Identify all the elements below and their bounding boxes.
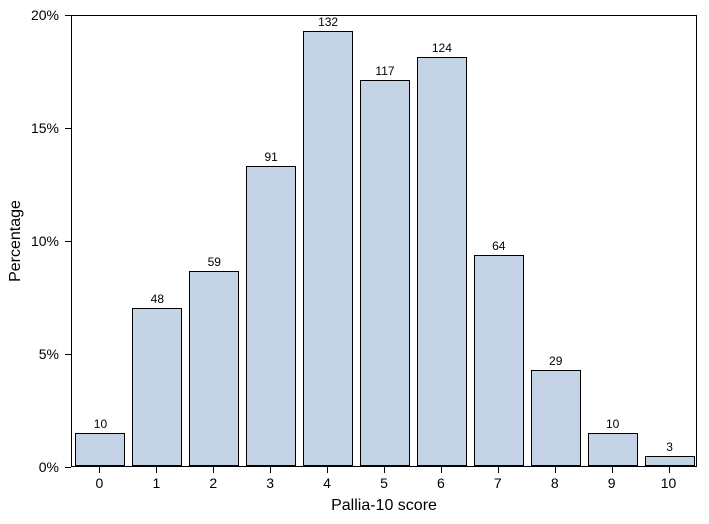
bar: 10	[75, 433, 125, 466]
bar-count-label: 59	[190, 255, 238, 269]
ytick-label: 5%	[0, 346, 59, 362]
x-axis-title: Pallia-10 score	[331, 497, 437, 515]
ytick-mark	[65, 15, 71, 16]
bar: 29	[531, 370, 581, 466]
plot-area: 104859911321171246429103	[71, 15, 697, 467]
bar-count-label: 29	[532, 354, 580, 368]
xtick-label: 1	[152, 475, 160, 491]
xtick-label: 5	[380, 475, 388, 491]
xtick-label: 0	[96, 475, 104, 491]
xtick-mark	[441, 467, 442, 473]
xtick-mark	[156, 467, 157, 473]
xtick-label: 7	[494, 475, 502, 491]
bar-count-label: 64	[475, 239, 523, 253]
bar: 64	[474, 255, 524, 466]
chart-container: 104859911321171246429103 0%5%10%15%20%01…	[0, 0, 709, 524]
ytick-label: 0%	[0, 459, 59, 475]
bar-count-label: 48	[133, 292, 181, 306]
bar-count-label: 10	[589, 417, 637, 431]
xtick-label: 9	[608, 475, 616, 491]
xtick-mark	[555, 467, 556, 473]
xtick-mark	[99, 467, 100, 473]
bar-count-label: 132	[304, 15, 352, 29]
xtick-label: 8	[551, 475, 559, 491]
bar: 132	[303, 31, 353, 467]
ytick-label: 15%	[0, 120, 59, 136]
xtick-label: 2	[209, 475, 217, 491]
ytick-label: 20%	[0, 7, 59, 23]
xtick-mark	[612, 467, 613, 473]
bar-count-label: 10	[76, 417, 124, 431]
bar-count-label: 91	[247, 150, 295, 164]
bar-count-label: 117	[361, 64, 409, 78]
ytick-mark	[65, 241, 71, 242]
bar: 10	[588, 433, 638, 466]
y-axis-title: Percentage	[7, 200, 25, 282]
xtick-label: 6	[437, 475, 445, 491]
xtick-label: 3	[266, 475, 274, 491]
ytick-mark	[65, 354, 71, 355]
ytick-mark	[65, 128, 71, 129]
xtick-label: 4	[323, 475, 331, 491]
xtick-mark	[327, 467, 328, 473]
xtick-mark	[270, 467, 271, 473]
xtick-mark	[669, 467, 670, 473]
bar: 3	[645, 456, 695, 466]
bar: 124	[417, 57, 467, 466]
bar: 91	[246, 166, 296, 466]
bar-count-label: 124	[418, 41, 466, 55]
bar: 59	[189, 271, 239, 466]
bar: 117	[360, 80, 410, 466]
ytick-mark	[65, 467, 71, 468]
xtick-mark	[213, 467, 214, 473]
xtick-mark	[384, 467, 385, 473]
bar: 48	[132, 308, 182, 466]
xtick-mark	[498, 467, 499, 473]
xtick-label: 10	[661, 475, 677, 491]
bar-count-label: 3	[646, 440, 694, 454]
